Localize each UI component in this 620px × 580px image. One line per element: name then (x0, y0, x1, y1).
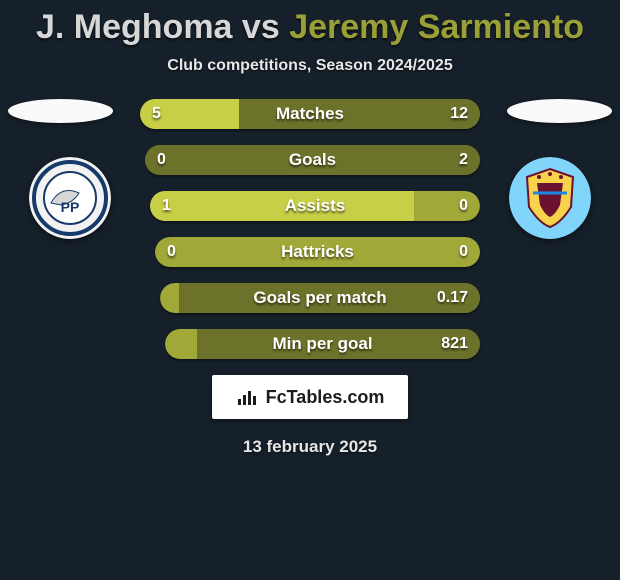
stat-row: Matches5 12 (140, 99, 480, 129)
stat-value-left: 0 (157, 145, 166, 175)
stat-label: Hattricks (155, 237, 480, 267)
stat-value-left: 0 (167, 237, 176, 267)
stat-value-right: 821 (441, 329, 468, 359)
comparison-stage: PP Matches512Goals02Assists10Hattricks00… (0, 99, 620, 359)
stat-label: Assists (150, 191, 480, 221)
brand-bars-icon (236, 387, 260, 407)
stat-row: Goals0 2 (145, 145, 480, 175)
footer-brand-text: FcTables.com (266, 387, 385, 408)
stat-value-right: 0 (459, 237, 468, 267)
stat-label: Goals (145, 145, 480, 175)
svg-text:PP: PP (61, 199, 80, 215)
stat-value-left: 1 (162, 191, 171, 221)
stat-label: Matches (140, 99, 480, 129)
player-right-crest (509, 157, 591, 239)
stat-value-left: 5 (152, 99, 161, 129)
subtitle: Club competitions, Season 2024/2025 (0, 57, 620, 75)
crest-right-icon (509, 157, 591, 239)
stat-row: Assists1 0 (150, 191, 480, 221)
stat-row: Min per goal821 (165, 329, 480, 359)
stat-row: Goals per match0.17 (160, 283, 480, 313)
stat-label: Min per goal (165, 329, 480, 359)
stat-value-right: 12 (450, 99, 468, 129)
stat-bars: Matches512Goals02Assists10Hattricks00Goa… (140, 99, 480, 359)
crest-left-icon: PP (29, 157, 111, 239)
player-right-ellipse (507, 99, 612, 123)
stat-value-right: 2 (459, 145, 468, 175)
vs-separator: vs (232, 8, 289, 46)
stat-label: Goals per match (160, 283, 480, 313)
page-title: J. Meghoma vs Jeremy Sarmiento (0, 0, 620, 47)
stat-value-right: 0 (459, 191, 468, 221)
player-left-name: J. Meghoma (36, 8, 232, 46)
footer-brand-badge[interactable]: FcTables.com (212, 375, 408, 419)
stat-value-right: 0.17 (437, 283, 468, 313)
player-right-name: Jeremy Sarmiento (289, 8, 584, 46)
player-left-crest: PP (29, 157, 111, 239)
player-left-ellipse (8, 99, 113, 123)
footer-date: 13 february 2025 (0, 437, 620, 457)
stat-row: Hattricks0 0 (155, 237, 480, 267)
